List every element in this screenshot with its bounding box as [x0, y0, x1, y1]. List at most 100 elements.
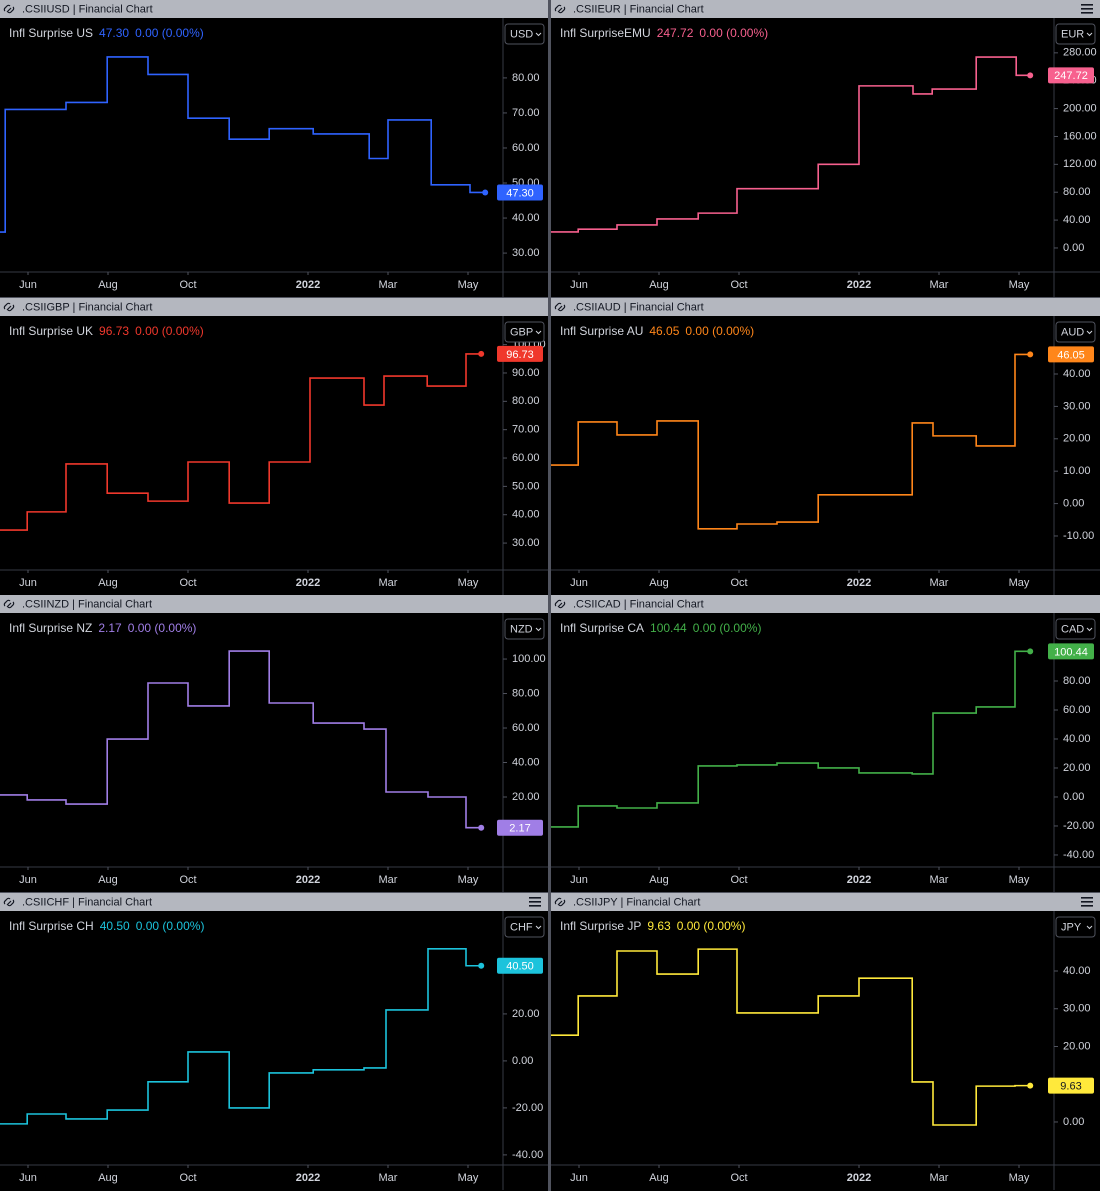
panel-title: .CSIIUSD | Financial Chart [22, 3, 153, 15]
y-tick-label: 40.00 [1063, 214, 1091, 226]
legend-name: Infl Surprise AU [560, 324, 643, 338]
x-tick-label: 2022 [296, 874, 320, 886]
panel-title: .CSIICHF | Financial Chart [22, 896, 152, 908]
menu-icon-bar[interactable] [1081, 905, 1093, 907]
panel-title: .CSIIEUR | Financial Chart [573, 3, 704, 15]
x-tick-label: Jun [570, 1172, 588, 1184]
link-icon [3, 4, 15, 14]
legend-value: 2.17 [98, 621, 122, 635]
x-tick-label: Jun [19, 874, 37, 886]
x-tick-label: Mar [379, 279, 398, 291]
currency-label[interactable]: NZD [510, 623, 533, 635]
y-tick-label: 120.00 [1063, 158, 1097, 170]
y-tick-label: 40.00 [512, 756, 540, 768]
legend: Infl Surprise CA 100.44 0.00 (0.00%) [560, 621, 761, 635]
currency-label[interactable]: JPY [1061, 921, 1082, 933]
y-tick-label: 60.00 [512, 722, 540, 734]
x-tick-label: Aug [649, 577, 669, 589]
y-tick-label: 80.00 [512, 72, 540, 84]
x-tick-label: Mar [930, 874, 949, 886]
legend-value: 40.50 [100, 919, 130, 933]
y-tick-label: 40.00 [1063, 965, 1091, 977]
x-tick-label: Oct [730, 874, 747, 886]
currency-chevron [1086, 627, 1093, 632]
currency-button[interactable] [1055, 916, 1096, 938]
y-tick-label: 30.00 [1063, 1003, 1091, 1015]
y-tick-label: 60.00 [1063, 704, 1091, 716]
y-tick-label: 0.00 [1063, 497, 1084, 509]
series-line [0, 650, 482, 829]
legend-change: 0.00 (0.00%) [685, 324, 754, 338]
last-value-label: 46.05 [1057, 349, 1085, 361]
menu-icon-bar[interactable] [529, 901, 541, 903]
legend: Infl SurpriseEMU 247.72 0.00 (0.00%) [560, 26, 768, 40]
currency-label[interactable]: USD [510, 28, 533, 40]
legend-change: 0.00 (0.00%) [693, 621, 762, 635]
menu-icon-bar[interactable] [1081, 4, 1093, 6]
last-value-label: 100.44 [1054, 646, 1088, 658]
y-tick-label: 20.00 [1063, 762, 1091, 774]
y-tick-label: 0.00 [512, 1055, 533, 1067]
last-point [478, 824, 485, 831]
x-tick-label: Aug [98, 874, 118, 886]
y-tick-label: 280.00 [1063, 47, 1097, 59]
column-separator [548, 893, 551, 1191]
y-tick-label: 0.00 [1063, 1116, 1084, 1128]
menu-icon-bar[interactable] [529, 905, 541, 907]
menu-icon-bar[interactable] [1081, 901, 1093, 903]
last-point [1027, 351, 1034, 358]
x-tick-label: May [1009, 577, 1030, 589]
currency-label[interactable]: AUD [1061, 326, 1084, 338]
legend-value: 46.05 [649, 324, 679, 338]
x-tick-label: Aug [649, 1172, 669, 1184]
y-tick-label: 0.00 [1063, 242, 1084, 254]
currency-button[interactable] [1055, 23, 1096, 45]
y-tick-label: -40.00 [512, 1149, 543, 1161]
y-tick-label: 60.00 [512, 452, 540, 464]
legend-name: Infl Surprise CA [560, 621, 644, 635]
x-tick-label: 2022 [296, 279, 320, 291]
link-icon [3, 302, 15, 312]
x-tick-label: May [458, 874, 479, 886]
y-tick-label: 160.00 [1063, 130, 1097, 142]
legend-value: 96.73 [99, 324, 129, 338]
y-tick-label: 70.00 [512, 107, 540, 119]
x-tick-label: May [1009, 1172, 1030, 1184]
menu-icon-bar[interactable] [1081, 897, 1093, 899]
currency-button[interactable] [504, 916, 545, 938]
panel-header [551, 298, 1100, 316]
y-tick-label: 100.00 [512, 653, 546, 665]
menu-icon-bar[interactable] [1081, 8, 1093, 10]
currency-label[interactable]: CHF [510, 921, 533, 933]
y-tick-label: 40.00 [512, 509, 540, 521]
x-tick-label: Mar [379, 874, 398, 886]
currency-label[interactable]: CAD [1061, 623, 1084, 635]
x-tick-label: Jun [570, 279, 588, 291]
currency-button[interactable] [1055, 321, 1096, 343]
menu-icon-bar[interactable] [1081, 12, 1093, 14]
last-point [478, 962, 485, 969]
x-tick-label: 2022 [296, 577, 320, 589]
currency-button[interactable] [1055, 618, 1096, 640]
last-point [1027, 72, 1034, 79]
x-tick-label: Oct [179, 874, 196, 886]
currency-label[interactable]: EUR [1061, 28, 1084, 40]
x-tick-label: Jun [19, 577, 37, 589]
last-value-box [497, 957, 543, 974]
x-tick-label: Mar [930, 279, 949, 291]
legend: Infl Surprise JP 9.63 0.00 (0.00%) [560, 919, 745, 933]
legend-name: Infl Surprise JP [560, 919, 641, 933]
currency-chevron [535, 925, 542, 930]
x-tick-label: 2022 [847, 1172, 871, 1184]
currency-label[interactable]: GBP [510, 326, 533, 338]
last-value-box [1048, 643, 1094, 660]
panel-header [551, 595, 1100, 613]
menu-icon-bar[interactable] [529, 897, 541, 899]
column-separator [548, 595, 551, 893]
last-point [1027, 648, 1034, 655]
x-tick-label: Aug [98, 279, 118, 291]
currency-button[interactable] [504, 618, 545, 640]
currency-button[interactable] [504, 321, 545, 343]
currency-button[interactable] [504, 23, 545, 45]
